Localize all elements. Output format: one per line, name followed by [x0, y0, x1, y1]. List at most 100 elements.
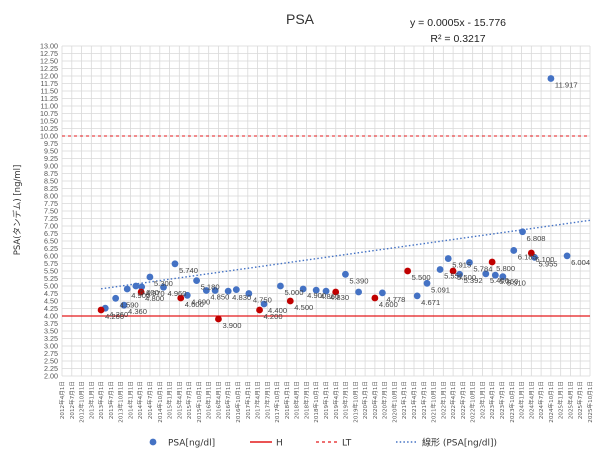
legend: PSA[ng/dl] H LT 線形 (PSA[ng/dl]): [149, 437, 497, 449]
x-tick-label: 2025年4月1日: [566, 381, 574, 419]
psa-point: [355, 288, 363, 296]
psa-point: [491, 271, 499, 279]
psa-point: [444, 255, 452, 262]
legend-label: H: [276, 439, 283, 449]
x-tick-label: 2014年7月1日: [146, 381, 154, 419]
h-point: [97, 306, 105, 314]
data-label: 5.360: [499, 277, 518, 286]
chart-title: PSA: [286, 11, 315, 27]
psa-point: [120, 301, 128, 309]
x-tick-label: 2016年1月1日: [205, 381, 213, 419]
data-label: 5.955: [539, 259, 558, 268]
x-tick-label: 2019年4月1日: [332, 381, 340, 419]
data-label: 6.004: [571, 258, 590, 267]
psa-point: [123, 285, 131, 293]
x-tick-label: 2017年1月1日: [244, 381, 252, 419]
data-label: 5.180: [201, 283, 220, 292]
y-tick-label: 10.75: [40, 109, 58, 118]
x-tick-label: 2023年7月1日: [498, 381, 506, 419]
psa-point: [482, 270, 490, 278]
psa-point: [138, 283, 146, 291]
data-label: 5.000: [284, 288, 303, 297]
y-tick-label: 6.75: [44, 229, 58, 238]
psa-point: [232, 286, 240, 293]
y-axis-label: PSA(タンデム) [ng/ml]: [12, 165, 23, 256]
y-tick-label: 3.00: [44, 342, 58, 351]
x-tick-label: 2019年10月1日: [351, 381, 359, 423]
data-points: [97, 75, 571, 323]
x-tick-label: 2020年10月1日: [390, 381, 398, 423]
r-squared: R² = 0.3217: [430, 33, 485, 45]
y-tick-label: 6.00: [44, 252, 58, 261]
psa-point: [499, 273, 507, 281]
data-label: 4.200: [105, 312, 124, 321]
h-point: [256, 306, 263, 314]
psa-point: [299, 285, 307, 293]
x-tick-label: 2013年1月1日: [87, 381, 95, 419]
reference-lines: [62, 135, 590, 317]
data-label: 3.900: [222, 321, 241, 330]
y-tick-label: 6.25: [44, 244, 58, 253]
y-tick-label: 10.25: [40, 124, 58, 133]
y-tick-label: 7.00: [44, 222, 58, 231]
psa-point: [160, 283, 167, 291]
psa-point: [146, 273, 154, 281]
psa-point: [211, 287, 219, 294]
psa-point: [547, 75, 555, 82]
y-tick-label: 13.00: [40, 42, 58, 51]
y-tick-label: 11.25: [41, 94, 58, 103]
y-tick-label: 2.25: [44, 364, 58, 373]
psa-point: [510, 247, 518, 254]
h-point: [527, 249, 535, 257]
x-tick-label: 2013年4月1日: [97, 381, 105, 419]
x-tick-label: 2025年7月1日: [576, 381, 584, 419]
x-tick-label: 2019年7月1日: [342, 381, 350, 419]
y-tick-label: 12.00: [40, 72, 58, 81]
data-label: 4.900: [307, 291, 326, 300]
legend-swatch: [149, 438, 157, 446]
y-tick-label: 12.75: [40, 49, 58, 58]
h-point: [371, 294, 379, 302]
psa-point: [245, 290, 253, 297]
psa-point: [112, 294, 120, 302]
psa-point: [423, 279, 431, 287]
psa-point: [519, 228, 526, 236]
y-tick-label: 12.50: [40, 57, 58, 66]
data-label: 4.778: [386, 295, 405, 304]
x-tick-label: 2015年7月1日: [185, 381, 193, 419]
x-tick-label: 2022年7月1日: [459, 381, 467, 419]
y-tick-label: 9.75: [44, 139, 58, 148]
x-tick-label: 2025年1月1日: [557, 381, 565, 419]
data-label: 5.500: [457, 273, 476, 282]
x-tick-label: 2023年4月1日: [488, 381, 496, 419]
y-tick-label: 7.75: [44, 199, 58, 208]
y-tick-label: 11.00: [41, 102, 58, 111]
psa-point: [342, 270, 349, 278]
psa-point: [322, 287, 330, 295]
x-tick-label: 2018年7月1日: [302, 381, 310, 419]
data-label: 4.200: [264, 312, 283, 321]
h-point: [215, 315, 222, 323]
data-label: 5.784: [473, 264, 492, 273]
x-tick-label: 2013年7月1日: [107, 381, 115, 419]
data-label: 5.390: [349, 276, 368, 285]
y-tick-label: 12.25: [40, 64, 58, 73]
h-point: [332, 288, 340, 296]
data-label: 4.800: [145, 294, 164, 303]
y-tick-label: 8.75: [44, 169, 58, 178]
y-tick-label: 7.25: [44, 214, 58, 223]
x-tick-label: 2021年10月1日: [430, 381, 438, 423]
x-tick-label: 2014年4月1日: [136, 381, 144, 419]
x-tick-label: 2022年10月1日: [469, 381, 477, 423]
x-tick-label: 2017年10月1日: [273, 381, 281, 423]
y-tick-label: 2.00: [44, 372, 58, 381]
data-label: 4.830: [232, 293, 251, 302]
y-tick-label: 11.75: [41, 79, 58, 88]
x-tick-label: 2023年1月1日: [478, 381, 486, 419]
y-tick-label: 8.25: [44, 184, 58, 193]
x-tick-label: 2018年10月1日: [312, 381, 320, 423]
data-label: 5.800: [496, 264, 515, 273]
psa-point: [132, 282, 140, 290]
data-label: 4.600: [379, 300, 398, 309]
y-tick-label: 10.50: [40, 117, 58, 126]
